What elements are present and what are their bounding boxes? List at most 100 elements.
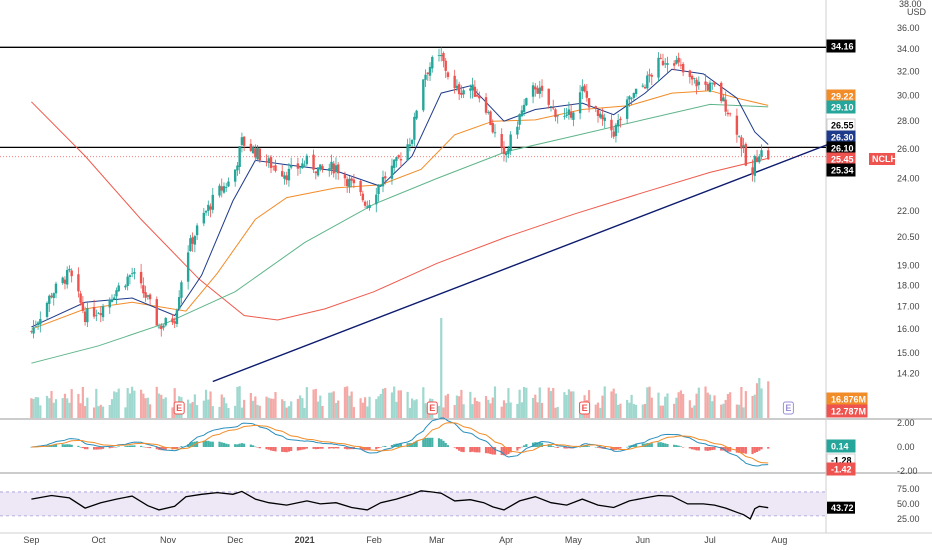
macd-tick-label: -2.00 bbox=[897, 466, 918, 476]
candle-body bbox=[610, 119, 613, 131]
volume-bar bbox=[204, 389, 208, 418]
volume-bar bbox=[193, 394, 196, 418]
macd-histogram-bar bbox=[222, 442, 226, 447]
candle-body bbox=[110, 299, 114, 302]
price-tick-label: 15.00 bbox=[897, 348, 920, 358]
volume-bar bbox=[157, 393, 161, 418]
macd-histogram-bar bbox=[487, 447, 490, 454]
macd-histogram-bar bbox=[760, 447, 763, 450]
candle-body bbox=[758, 156, 761, 163]
macd-line bbox=[31, 417, 769, 467]
candle-body bbox=[695, 79, 698, 87]
volume-bar bbox=[679, 390, 682, 418]
macd-histogram-bar bbox=[63, 444, 67, 447]
volume-bar bbox=[570, 391, 573, 418]
volume-bar bbox=[453, 405, 456, 418]
macd-histogram-bar bbox=[666, 443, 669, 447]
volume-bar bbox=[617, 405, 620, 418]
candle-body bbox=[258, 148, 262, 161]
macd-histogram-bar bbox=[328, 447, 331, 449]
candle-body bbox=[242, 136, 246, 146]
macd-histogram-bar bbox=[108, 447, 111, 449]
volume-bar bbox=[547, 387, 550, 418]
candle-body bbox=[753, 156, 757, 176]
macd-histogram-bar bbox=[162, 447, 165, 451]
macd-histogram-bar bbox=[659, 442, 662, 447]
candle-body bbox=[493, 132, 497, 134]
macd-histogram-bar bbox=[321, 447, 324, 449]
price-badge: 34.16 bbox=[831, 42, 854, 52]
macd-histogram-bar bbox=[475, 447, 479, 453]
volume-bar bbox=[133, 390, 136, 418]
candle-body bbox=[390, 165, 394, 179]
macd-histogram-bar bbox=[505, 447, 508, 455]
volume-bar bbox=[303, 407, 306, 418]
volume-bar bbox=[502, 400, 506, 418]
volume-bar bbox=[316, 401, 320, 418]
volume-bar bbox=[484, 396, 488, 418]
candle-body bbox=[108, 299, 111, 308]
volume-bar bbox=[45, 395, 49, 418]
candle-body bbox=[316, 167, 320, 176]
candle-body bbox=[549, 106, 553, 107]
macd-histogram-bar bbox=[160, 447, 163, 451]
candle-body bbox=[359, 181, 362, 193]
volume-bar bbox=[63, 393, 67, 418]
volume-bar bbox=[283, 400, 286, 418]
macd-histogram-bar bbox=[565, 447, 568, 449]
volume-bar bbox=[704, 386, 707, 418]
price-badge: 26.10 bbox=[831, 144, 854, 154]
price-tick-label: 20.50 bbox=[897, 232, 920, 242]
volume-bar bbox=[77, 393, 80, 418]
candle-body bbox=[240, 137, 244, 145]
volume-bar bbox=[97, 406, 100, 418]
macd-histogram-bar bbox=[218, 441, 221, 447]
macd-histogram-bar bbox=[619, 447, 622, 449]
candle-body bbox=[397, 155, 400, 158]
candle-body bbox=[500, 134, 503, 148]
volume-bar bbox=[265, 396, 268, 418]
macd-histogram-bar bbox=[256, 447, 259, 448]
candle-body bbox=[444, 60, 447, 71]
rsi-tick-label: 50.00 bbox=[897, 499, 920, 509]
volume-bar bbox=[610, 391, 613, 418]
macd-histogram-bar bbox=[585, 445, 588, 447]
candle-body bbox=[366, 206, 369, 208]
volume-bar bbox=[384, 388, 387, 418]
candle-body bbox=[164, 317, 167, 326]
candle-body bbox=[95, 315, 98, 317]
volume-bar bbox=[755, 383, 759, 418]
candle-body bbox=[585, 91, 589, 98]
candle-body bbox=[160, 325, 163, 330]
volume-bar bbox=[507, 388, 510, 418]
price-tick-label: 18.00 bbox=[897, 280, 920, 290]
volume-bar bbox=[285, 407, 288, 418]
candle-body bbox=[180, 282, 183, 298]
candle-body bbox=[36, 322, 40, 326]
macd-histogram-bar bbox=[491, 447, 494, 455]
volume-bar bbox=[258, 405, 261, 418]
volume-bar bbox=[30, 398, 33, 418]
macd-histogram-bar bbox=[596, 447, 600, 448]
price-badge-bg bbox=[826, 163, 856, 177]
candle-body bbox=[632, 92, 636, 98]
price-badge: 26.30 bbox=[831, 133, 854, 143]
macd-histogram-bar bbox=[312, 447, 315, 449]
macd-histogram-bar bbox=[178, 447, 181, 448]
macd-histogram-bar bbox=[431, 437, 434, 447]
macd-histogram-bar bbox=[755, 447, 759, 453]
macd-histogram-bar bbox=[299, 447, 302, 451]
volume-bar bbox=[690, 407, 694, 418]
macd-badge: 0.14 bbox=[831, 442, 849, 452]
candle-body bbox=[657, 57, 660, 78]
candle-body bbox=[406, 144, 409, 161]
candle-body bbox=[314, 171, 318, 174]
candle-body bbox=[227, 181, 230, 187]
candle-body bbox=[144, 292, 147, 298]
candle-body bbox=[63, 279, 67, 284]
candle-body bbox=[650, 74, 653, 77]
price-tick-label: 38.00 bbox=[899, 0, 922, 9]
macd-histogram-bar bbox=[77, 445, 80, 447]
candle-body bbox=[677, 57, 680, 63]
